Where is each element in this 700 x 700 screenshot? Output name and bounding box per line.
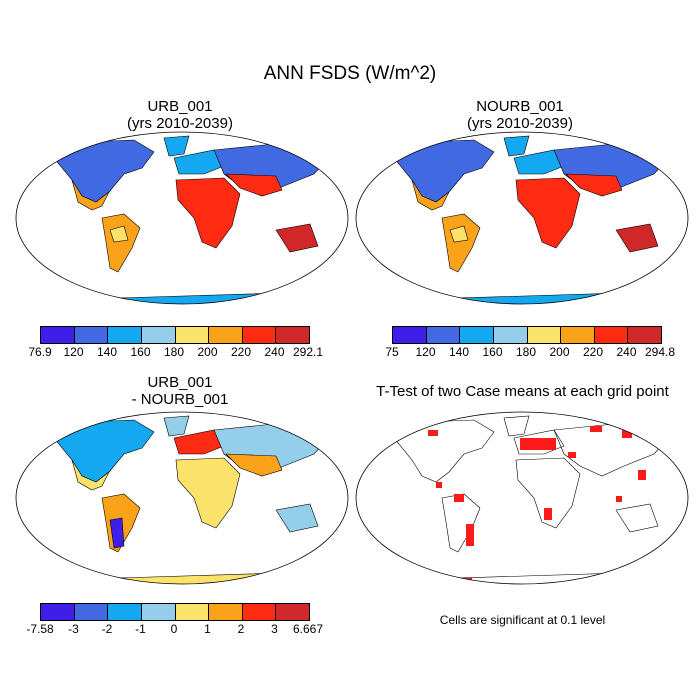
colorbar-nourb-swatch <box>460 327 494 343</box>
colorbar-diff-tick-label: 3 <box>271 622 278 636</box>
colorbar-nourb <box>392 326 662 344</box>
greenland <box>163 135 190 157</box>
panel-title-ttest: T-Test of two Case means at each grid po… <box>376 383 669 400</box>
colorbar-diff-labels: -7.58 -3 -2 -1 0 1 2 3 6.667 <box>26 622 323 638</box>
colorbar-diff-swatch <box>41 604 75 620</box>
colorbar-diff-swatch <box>108 604 142 620</box>
colorbar-urb-tick-label: 180 <box>163 345 185 359</box>
panel-title-nourb-line2: (yrs 2010-2039) <box>467 115 573 132</box>
colorbar-nourb-tick-label: 140 <box>448 345 470 359</box>
panel-title-diff: URB_001 - NOURB_001 <box>60 374 300 408</box>
south-america <box>101 213 141 273</box>
colorbar-diff-tick-label: -1 <box>135 622 146 636</box>
colorbar-diff <box>40 603 310 621</box>
colorbar-nourb-swatch <box>393 327 427 343</box>
colorbar-nourb-swatch <box>426 327 461 343</box>
map-diff <box>15 411 349 585</box>
colorbar-nourb-swatch <box>628 327 661 343</box>
colorbar-urb-labels: 76.9 120 140 160 180 200 220 240 292.1 <box>28 345 323 361</box>
colorbar-diff-swatch <box>141 604 176 620</box>
colorbar-urb-swatch <box>242 327 277 343</box>
colorbar-urb-tick-label: 200 <box>197 345 218 359</box>
colorbar-nourb-tick-label: 180 <box>515 345 537 359</box>
panel-title-urb-line1: URB_001 <box>147 98 213 115</box>
panel-title-nourb-line1: NOURB_001 <box>476 98 564 115</box>
colorbar-urb-tick-label: 120 <box>63 345 84 359</box>
figure-title: ANN FSDS (W/m^2) <box>263 63 437 84</box>
colorbar-nourb-tick-label: 220 <box>582 345 604 359</box>
colorbar-nourb-tick-label: 294.8 <box>644 345 676 359</box>
colorbar-nourb-tick-label: 75 <box>385 345 399 359</box>
panel-title-urb: URB_001 (yrs 2010-2039) <box>60 98 300 132</box>
colorbar-diff-tick-label: 2 <box>237 622 245 636</box>
colorbar-diff-tick-label: -7.58 <box>26 622 54 636</box>
colorbar-urb-tick-label: 292.1 <box>292 345 324 359</box>
colorbar-nourb-swatch <box>561 327 595 343</box>
colorbar-urb-tick-label: 160 <box>130 345 151 359</box>
colorbar-urb-swatch <box>276 327 309 343</box>
colorbar-diff-swatch <box>242 604 277 620</box>
colorbar-urb-tick-label: 76.9 <box>28 345 52 359</box>
colorbar-diff-swatch <box>74 604 109 620</box>
colorbar-urb-tick-label: 240 <box>264 345 285 359</box>
colorbar-urb-tick-label: 220 <box>230 345 252 359</box>
significance-note: Cells are significant at 0.1 level <box>439 613 606 627</box>
colorbar-urb-swatch <box>74 327 109 343</box>
colorbar-urb-swatch <box>41 327 75 343</box>
colorbar-diff-tick-label: 6.667 <box>292 622 324 636</box>
colorbar-nourb-tick-label: 120 <box>415 345 436 359</box>
colorbar-nourb-tick-label: 160 <box>482 345 503 359</box>
africa <box>175 177 241 249</box>
panel-title-nourb: NOURB_001 (yrs 2010-2039) <box>400 98 640 132</box>
colorbar-urb-swatch <box>141 327 176 343</box>
colorbar-diff-tick-label: 0 <box>170 622 178 636</box>
colorbar-diff-tick-label: -3 <box>68 622 79 636</box>
panel-title-urb-line2: (yrs 2010-2039) <box>127 115 233 132</box>
colorbar-urb <box>40 326 310 344</box>
panel-title-diff-line2: - NOURB_001 <box>131 391 229 408</box>
colorbar-nourb-swatch <box>594 327 629 343</box>
colorbar-nourb-swatch <box>527 327 562 343</box>
colorbar-diff-swatch <box>209 604 243 620</box>
colorbar-urb-swatch <box>209 327 243 343</box>
colorbar-diff-swatch <box>175 604 210 620</box>
colorbar-nourb-labels: 75 120 140 160 180 200 220 240 294.8 <box>385 345 675 361</box>
colorbar-urb-swatch <box>108 327 142 343</box>
colorbar-urb-swatch <box>175 327 210 343</box>
australia <box>275 223 319 253</box>
europe <box>173 149 225 175</box>
panel-title-diff-line1: URB_001 <box>147 374 213 391</box>
map-nourb <box>355 131 689 305</box>
colorbar-nourb-swatch <box>493 327 528 343</box>
colorbar-nourb-tick-label: 200 <box>549 345 570 359</box>
colorbar-diff-tick-label: 1 <box>204 622 211 636</box>
map-urb <box>15 131 349 305</box>
map-ttest <box>355 411 689 585</box>
colorbar-urb-tick-label: 140 <box>96 345 118 359</box>
colorbar-diff-tick-label: -2 <box>101 622 113 636</box>
colorbar-nourb-tick-label: 240 <box>616 345 637 359</box>
colorbar-diff-swatch <box>276 604 309 620</box>
